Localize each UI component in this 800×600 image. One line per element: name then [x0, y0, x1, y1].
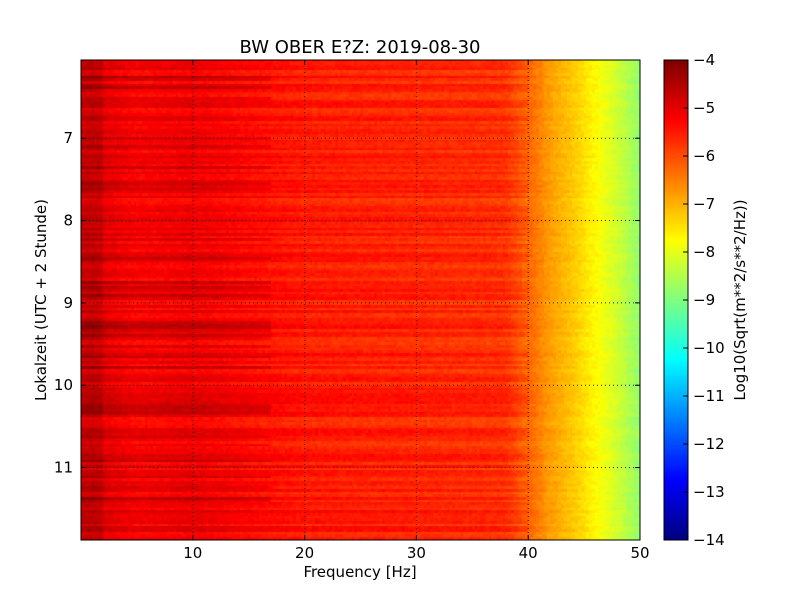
y-tick-label: 7 [63, 129, 73, 147]
x-tick-label: 30 [407, 544, 426, 562]
x-tick-label: 20 [295, 544, 314, 562]
grid-lines [81, 60, 640, 540]
colorbar-tick-label: −8 [693, 243, 715, 261]
colorbar-tick-label: −4 [693, 51, 715, 69]
colorbar-tick-label: −10 [693, 339, 725, 357]
colorbar-tick-label: −13 [693, 483, 725, 501]
colorbar-tick-label: −11 [693, 387, 725, 405]
x-tick-label: 40 [519, 544, 538, 562]
y-tick-label: 8 [63, 212, 73, 230]
colorbar-tick-label: −6 [693, 147, 715, 165]
colorbar: −4 −5 −6 −7 −8 −9 −10 −11 −12 −13 −14 [663, 51, 725, 549]
colorbar-tick-label: −14 [693, 531, 725, 549]
colorbar-tick-label: −9 [693, 291, 715, 309]
x-tick-label: 10 [183, 544, 202, 562]
colorbar-label: Log10(Sqrt(m**2/s**2/Hz)) [731, 199, 749, 400]
y-axis-label: Lokalzeit (UTC + 2 Stunde) [32, 199, 50, 401]
y-tick-label: 9 [63, 294, 73, 312]
chart-title: BW OBER E?Z: 2019-08-30 [240, 37, 481, 58]
x-tick-label: 50 [630, 544, 649, 562]
colorbar-tick-label: −7 [693, 195, 715, 213]
plot-frame [80, 59, 641, 541]
y-tick-label: 11 [54, 459, 73, 477]
x-axis-label: Frequency [Hz] [303, 563, 416, 581]
plot-area: 10 20 30 40 50 7 8 9 10 11 [54, 59, 650, 562]
colorbar-tick-label: −12 [693, 435, 725, 453]
colorbar-tick-label: −5 [693, 99, 715, 117]
y-tick-label: 10 [54, 376, 73, 394]
heatmap-image [81, 60, 640, 540]
